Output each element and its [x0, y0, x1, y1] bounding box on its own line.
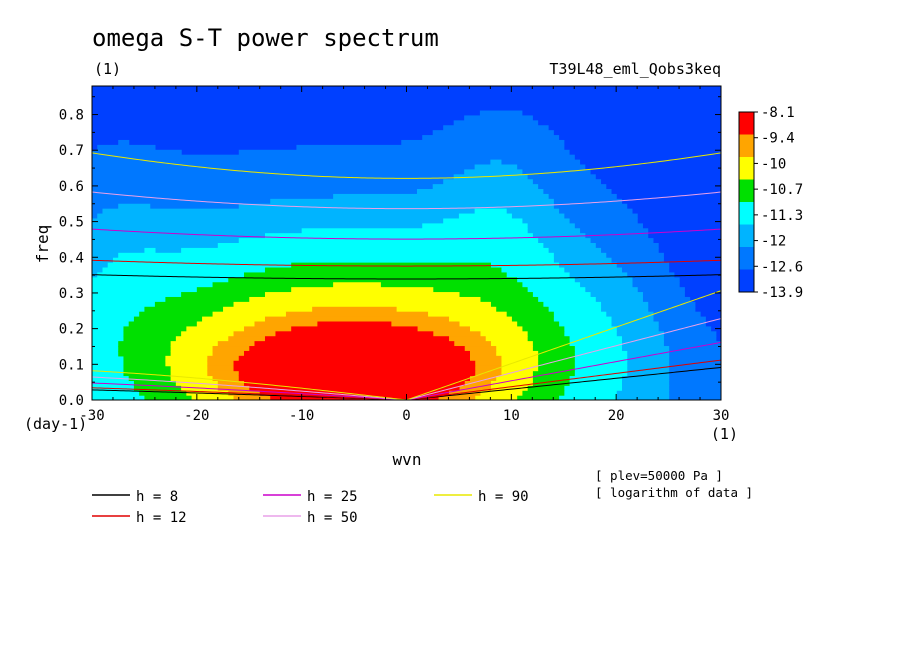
rossby-wave-h50	[92, 376, 407, 400]
inertia-gravity-wave-h25	[92, 228, 721, 240]
colorbar-swatch	[739, 112, 754, 135]
y-tick-label: 0.2	[59, 322, 84, 338]
colorbar-swatch	[739, 134, 754, 158]
kelvin-wave-h25	[406, 341, 721, 400]
colorbar-swatch	[739, 179, 754, 203]
y-tick-label: 0.7	[59, 143, 84, 159]
chart-title: omega S-T power spectrum	[92, 24, 439, 52]
note-pressure-level: [ plev=50000 Pa ]	[595, 468, 723, 483]
legend-label: h = 25	[307, 489, 358, 505]
legend-label: h = 12	[136, 510, 187, 526]
legend-label: h = 8	[136, 489, 178, 505]
y-tick-label: 0.5	[59, 215, 84, 231]
colorbar-label: -10.7	[761, 182, 803, 198]
inertia-gravity-wave-h12	[92, 259, 721, 267]
colorbar-swatch	[739, 224, 754, 248]
rossby-wave-h90	[92, 370, 407, 400]
colorbar-label: -12.6	[761, 259, 803, 275]
colorbar: -8.1 -9.4 -10 -10.7 -11.3 -12 -12.6 -13.9	[738, 105, 803, 301]
y-axis-label: freq	[33, 225, 52, 264]
y-tick-label: 0.8	[59, 108, 84, 124]
rossby-wave-h12	[92, 387, 407, 400]
colorbar-label: -8.1	[761, 105, 795, 121]
y-tick-label: 0.0	[59, 393, 84, 409]
x-tick-label: 10	[503, 408, 520, 424]
rossby-wave-h25	[92, 382, 407, 400]
colorbar-label: -9.4	[761, 131, 795, 147]
dispersion-curves-h12	[92, 259, 721, 400]
inertia-gravity-wave-h90	[92, 152, 721, 179]
colorbar-label: -10	[761, 156, 786, 172]
dispersion-curves-h25	[92, 228, 721, 400]
x-tick-label: 20	[608, 408, 625, 424]
kelvin-wave-h8	[406, 366, 721, 400]
x-unit-label: (1)	[711, 425, 738, 443]
plot-area	[92, 86, 721, 400]
dispersion-curves-h50	[92, 191, 721, 400]
y-tick-label: 0.6	[59, 179, 84, 195]
kelvin-wave-h90	[406, 290, 721, 400]
inertia-gravity-wave-h50	[92, 191, 721, 210]
note-log-data: [ logarithm of data ]	[595, 485, 753, 500]
legend-label: h = 50	[307, 510, 358, 526]
colorbar-label: -13.9	[761, 285, 803, 301]
colorbar-swatch	[739, 269, 754, 293]
y-tick-label: 0.4	[59, 250, 84, 266]
y-unit-label: (day-1)	[24, 415, 87, 433]
colorbar-frame	[738, 111, 755, 293]
colorbar-label: -12	[761, 234, 786, 250]
kelvin-wave-h12	[406, 359, 721, 400]
inertia-gravity-wave-h8	[92, 274, 721, 280]
colorbar-swatch	[739, 202, 754, 225]
kelvin-wave-h50	[406, 318, 721, 400]
y-tick-label: 0.1	[59, 357, 84, 373]
colorbar-swatch	[739, 247, 754, 270]
dispersion-curves-h90	[92, 152, 721, 400]
curve-legend: h = 8 h = 12 h = 25 h = 50 h = 90	[92, 489, 529, 526]
chart-subtitle: (1)	[94, 60, 121, 78]
x-axis-label: wvn	[393, 450, 422, 469]
x-tick-label: -30	[79, 408, 104, 424]
x-tick-label: -10	[289, 408, 314, 424]
colorbar-swatch	[739, 157, 754, 180]
x-tick-label: 30	[713, 408, 730, 424]
legend-label: h = 90	[478, 489, 529, 505]
x-tick-label: 0	[402, 408, 410, 424]
run-label: T39L48_eml_Qobs3keq	[549, 60, 721, 78]
x-tick-label: -20	[184, 408, 209, 424]
colorbar-label: -11.3	[761, 208, 803, 224]
y-tick-label: 0.3	[59, 286, 84, 302]
